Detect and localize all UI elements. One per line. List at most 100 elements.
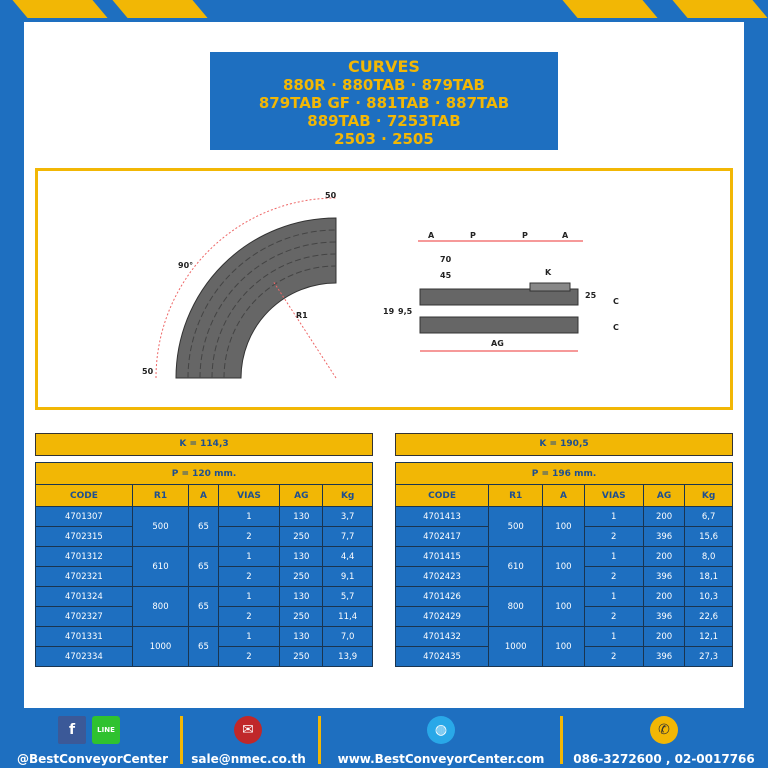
kg-cell: 15,6 (684, 526, 733, 547)
kg-cell: 6,7 (684, 506, 733, 527)
dim-side-width: 50 (142, 367, 154, 376)
decor-stripe (562, 0, 658, 18)
dim-a: A (562, 231, 569, 240)
dim-top-width: 50 (325, 191, 337, 200)
decor-stripe (672, 0, 768, 18)
kg-cell: 7,7 (322, 526, 373, 547)
table-row: 4701307 500 65 1 130 3,7 (35, 506, 373, 547)
website-link[interactable]: www.BestConveyorCenter.com (337, 752, 545, 766)
ag-cell: 396 (642, 526, 686, 547)
column-header: A (188, 484, 219, 507)
dim-radius: R1 (296, 311, 308, 320)
ag-cell: 200 (642, 546, 686, 567)
spec-table-k190: K = 190,5 P = 196 mm. CODE R1 A VIAS AG Kg 47014… (394, 433, 733, 667)
ag-cell: 130 (279, 506, 324, 527)
table-row: 4701312 610 65 1 130 4,4 (35, 546, 373, 587)
table-row: 4701331 1000 65 1 130 7,0 (35, 626, 373, 667)
kg-cell: 10,3 (684, 586, 733, 607)
dim-angle: 90° (178, 261, 194, 270)
r1-cell: 500 (131, 506, 190, 547)
code-cell: 4702334 (35, 646, 133, 667)
table-row: 4702315 2 250 7,7 (35, 526, 373, 547)
dimension-lines (418, 240, 583, 352)
pitch-value: P = 196 mm. (395, 462, 733, 485)
code-cell: 4702429 (394, 606, 490, 627)
ag-cell: 130 (279, 586, 324, 607)
code-cell: 4701413 (394, 506, 490, 527)
title-line: 879TAB GF · 881TAB · 887TAB (258, 94, 510, 112)
facebook-icon[interactable]: f (58, 716, 86, 744)
vias-cell: 2 (583, 526, 644, 547)
code-cell: 4702423 (394, 566, 490, 587)
a-cell: 65 (188, 546, 219, 587)
dim-k: K (545, 268, 552, 277)
dim-p: P (470, 231, 476, 240)
vias-cell: 1 (217, 546, 281, 567)
kg-cell: 13,9 (322, 646, 373, 667)
vias-cell: 1 (217, 586, 281, 607)
kg-cell: 9,1 (322, 566, 373, 587)
column-header: AG (279, 484, 324, 507)
r1-cell: 1000 (131, 626, 190, 667)
profile-section (419, 282, 579, 334)
column-header: CODE (35, 484, 133, 507)
table-row: 4701432 1000 100 1 200 12,1 (394, 626, 733, 667)
dim-ag: AG (491, 339, 504, 348)
table-row: 4702423 2 396 18,1 (394, 566, 733, 587)
email-link[interactable]: sale@nmec.co.th (191, 752, 306, 766)
kg-cell: 12,1 (684, 626, 733, 647)
line-icon[interactable]: LINE (92, 716, 120, 744)
code-cell: 4702435 (394, 646, 490, 667)
vias-cell: 2 (583, 566, 644, 587)
column-header: VIAS (217, 484, 281, 507)
table-row: 4702417 2 396 15,6 (394, 526, 733, 547)
pitch-value: P = 120 mm. (35, 462, 373, 485)
column-header: Kg (322, 484, 373, 507)
column-header: AG (642, 484, 686, 507)
table-row: 4702435 2 396 27,3 (394, 646, 733, 667)
kg-cell: 5,7 (322, 586, 373, 607)
dim-70: 70 (440, 255, 452, 264)
title-line: 880R · 880TAB · 879TAB (283, 76, 485, 94)
kg-cell: 8,0 (684, 546, 733, 567)
vias-cell: 2 (217, 606, 281, 627)
column-header: A (542, 484, 585, 507)
title-line: 889TAB · 7253TAB (307, 112, 461, 130)
spec-table: P = 196 mm. CODE R1 A VIAS AG Kg 4701413 500 100 1… (394, 462, 733, 667)
email-icon: ✉ (234, 716, 262, 744)
code-cell: 4701324 (35, 586, 133, 607)
kg-cell: 22,6 (684, 606, 733, 627)
a-cell: 65 (188, 586, 219, 627)
ag-cell: 396 (642, 646, 686, 667)
code-cell: 4702315 (35, 526, 133, 547)
globe-icon: ◍ (427, 716, 455, 744)
curve-drawing (155, 197, 583, 379)
code-cell: 4702321 (35, 566, 133, 587)
vias-cell: 1 (583, 586, 644, 607)
social-handle[interactable]: @BestConveyorCenter (17, 752, 168, 766)
r1-cell: 800 (131, 586, 190, 627)
code-cell: 4702417 (394, 526, 490, 547)
table-row: 4701415 610 100 1 200 8,0 (394, 546, 733, 587)
r1-cell: 1000 (488, 626, 544, 667)
ag-cell: 200 (642, 626, 686, 647)
vias-cell: 1 (583, 506, 644, 527)
dim-9-5: 9,5 (398, 307, 413, 316)
vias-cell: 2 (217, 646, 281, 667)
r1-cell: 500 (488, 506, 544, 547)
ag-cell: 200 (642, 506, 686, 527)
ag-cell: 396 (642, 566, 686, 587)
title-line: 2503 · 2505 (334, 130, 434, 148)
separator (560, 716, 563, 764)
vias-cell: 2 (583, 646, 644, 667)
decor-stripe (12, 0, 108, 18)
table-row: 4701413 500 100 1 200 6,7 (394, 506, 733, 547)
table-row: 4702327 2 250 11,4 (35, 606, 373, 627)
ag-cell: 250 (279, 606, 324, 627)
ag-cell: 396 (642, 606, 686, 627)
code-cell: 4701432 (394, 626, 490, 647)
phone-numbers[interactable]: 086-3272600 , 02-0017766 (573, 752, 755, 766)
table-row: 4702334 2 250 13,9 (35, 646, 373, 667)
ag-cell: 250 (279, 566, 324, 587)
code-cell: 4702327 (35, 606, 133, 627)
